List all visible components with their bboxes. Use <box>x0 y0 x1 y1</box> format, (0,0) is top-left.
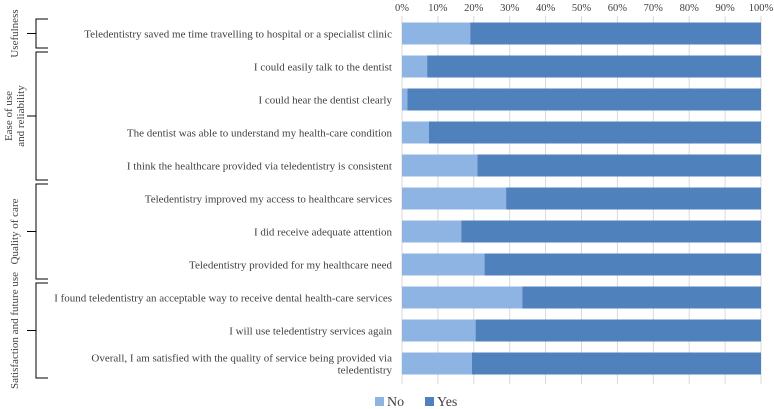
category-label: Overall, I am satisfied with the quality… <box>91 353 392 365</box>
bar-yes <box>427 55 761 78</box>
legend-label-no: No <box>387 395 404 409</box>
bar-yes <box>477 154 761 177</box>
category-label: I could easily talk to the dentist <box>254 62 392 74</box>
bar-no <box>402 22 471 45</box>
x-axis-ticks: 0% 10% 20% 30% 40% 50% 60% 70% 80% 90% 100% <box>395 3 774 14</box>
bar-no <box>402 154 478 177</box>
category-label: I could hear the dentist clearly <box>259 95 393 107</box>
x-tick-label: 70% <box>644 3 664 14</box>
x-tick-label: 80% <box>680 3 700 14</box>
bar-yes <box>407 88 761 111</box>
group-brackets: Usefulness Ease of use and reliability Qual… <box>3 9 48 389</box>
bar-no <box>402 220 462 243</box>
x-tick-label: 50% <box>572 3 592 14</box>
bar-no <box>402 187 507 210</box>
legend-swatch-no <box>375 397 384 406</box>
bar-no <box>402 121 429 144</box>
legend-label-yes: Yes <box>437 395 457 409</box>
category-label: I found teledentistry an acceptable way … <box>54 293 392 305</box>
bar-yes <box>475 319 761 342</box>
bar-yes <box>428 121 761 144</box>
x-tick-label: 10% <box>428 3 448 14</box>
group-bracket <box>35 51 48 181</box>
x-tick-label: 40% <box>536 3 556 14</box>
bar-yes <box>484 253 761 276</box>
category-label: Teledentistry saved me time travelling t… <box>84 29 392 41</box>
group-bracket <box>35 18 48 49</box>
category-labels: Teledentistry saved me time travelling t… <box>54 29 392 377</box>
bar-no <box>402 55 428 78</box>
group-bracket <box>35 183 48 280</box>
bar-no <box>402 286 523 309</box>
legend: No Yes <box>375 395 457 409</box>
category-label: I will use teledentistry services again <box>229 326 392 338</box>
x-tick-label: 60% <box>608 3 628 14</box>
bar-no <box>402 88 408 111</box>
group-bracket <box>35 282 48 379</box>
bar-yes <box>461 220 761 243</box>
category-label: teledentistry <box>338 365 393 377</box>
bars <box>402 22 761 375</box>
x-tick-label: 30% <box>500 3 520 14</box>
bar-no <box>402 253 485 276</box>
category-label: Teledentistry improved my access to heal… <box>145 194 392 206</box>
bar-yes <box>506 187 761 210</box>
category-label: Teledentistry provided for my healthcare… <box>189 260 392 272</box>
group-label: Usefulness <box>9 9 21 57</box>
bar-yes <box>522 286 761 309</box>
bar-yes <box>472 352 761 375</box>
category-label: I think the healthcare provided via tele… <box>127 161 392 173</box>
bar-no <box>402 319 476 342</box>
x-tick-label: 20% <box>464 3 484 14</box>
category-label: The dentist was able to understand my he… <box>127 128 393 140</box>
x-tick-label: 0% <box>395 3 409 14</box>
category-label: I did receive adequate attention <box>254 227 393 239</box>
x-tick-label: 100% <box>749 3 774 14</box>
bar-no <box>402 352 473 375</box>
x-tick-label: 90% <box>715 3 735 14</box>
group-label: Quality of care <box>9 198 21 264</box>
group-label: and reliability <box>15 85 27 147</box>
group-label: Satisfaction and future use <box>9 272 21 389</box>
bar-yes <box>470 22 761 45</box>
group-label: Ease of use <box>3 91 15 141</box>
legend-swatch-yes <box>425 397 434 406</box>
